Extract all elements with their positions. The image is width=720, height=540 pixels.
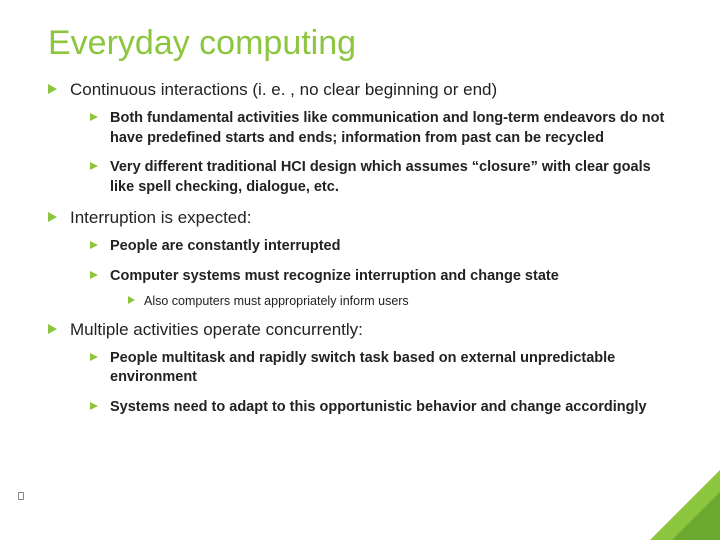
- bullet-list-level1: Continuous interactions (i. e. , no clea…: [48, 79, 672, 418]
- slide-title: Everyday computing: [48, 24, 672, 63]
- bullet-text: People are constantly interrupted: [110, 238, 340, 254]
- bullet-text: Continuous interactions (i. e. , no clea…: [70, 80, 497, 99]
- list-item: Computer systems must recognize interrup…: [90, 267, 672, 309]
- list-item: Both fundamental activities like communi…: [90, 109, 672, 148]
- bullet-list-level2: Both fundamental activities like communi…: [90, 109, 672, 197]
- list-item: Systems need to adapt to this opportunis…: [90, 398, 672, 418]
- list-item: Also computers must appropriately inform…: [128, 293, 672, 309]
- bullet-text: People multitask and rapidly switch task…: [110, 350, 615, 386]
- list-item: Multiple activities operate concurrently…: [48, 319, 672, 418]
- bullet-text: Interruption is expected:: [70, 208, 251, 227]
- list-item: Very different traditional HCI design wh…: [90, 158, 672, 197]
- corner-decoration-inner-icon: [672, 492, 720, 540]
- bullet-text: Also computers must appropriately inform…: [144, 294, 409, 308]
- list-item: Continuous interactions (i. e. , no clea…: [48, 79, 672, 197]
- bullet-text: Very different traditional HCI design wh…: [110, 159, 651, 195]
- bullet-list-level2: People are constantly interrupted Comput…: [90, 237, 672, 308]
- list-item: People multitask and rapidly switch task…: [90, 349, 672, 388]
- list-item: People are constantly interrupted: [90, 237, 672, 257]
- slide-container: Everyday computing Continuous interactio…: [0, 0, 720, 452]
- bullet-list-level2: People multitask and rapidly switch task…: [90, 349, 672, 418]
- bullet-text: Systems need to adapt to this opportunis…: [110, 399, 647, 415]
- small-marker-icon: [18, 492, 24, 500]
- list-item: Interruption is expected: People are con…: [48, 207, 672, 308]
- bullet-text: Multiple activities operate concurrently…: [70, 320, 363, 339]
- bullet-text: Computer systems must recognize interrup…: [110, 268, 559, 284]
- bullet-text: Both fundamental activities like communi…: [110, 110, 664, 146]
- bullet-list-level3: Also computers must appropriately inform…: [128, 293, 672, 309]
